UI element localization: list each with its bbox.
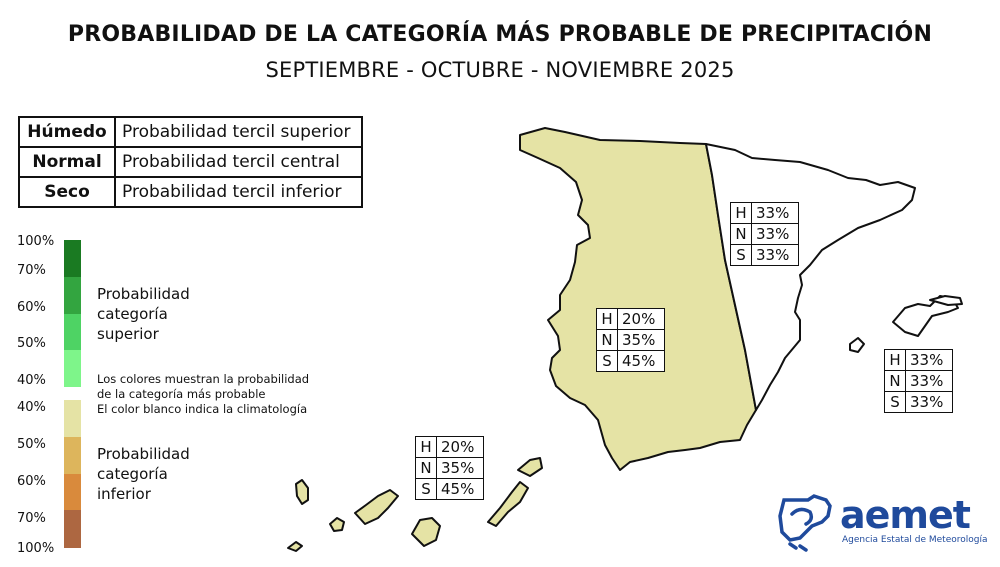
aemet-logo-subtitle: Agencia Estatal de Meteorología [842,535,988,545]
prob-value: 35% [436,457,484,479]
probability-box-west: H 20% N 35% S 45% [596,308,665,372]
prob-value: 35% [617,329,665,351]
scale-label: 50% [17,336,46,351]
island-la-palma [295,479,309,505]
scale-swatch-lower-40-50 [64,400,81,437]
prob-row: H 20% [596,308,665,330]
island-ibiza [849,337,865,353]
lower-category-title-line: Probabilidad [97,445,190,463]
island-lanzarote [517,457,543,477]
prob-key: H [415,436,437,458]
scale-label: 60% [17,474,46,489]
scale-swatch-upper-40-50 [64,350,81,387]
prob-row: H 20% [415,436,484,458]
prob-value: 20% [617,308,665,330]
prob-row: N 33% [730,223,799,245]
island-el-hierro [287,541,303,552]
probability-box-northeast: H 33% N 33% S 33% [730,202,799,266]
upper-category-title-line: superior [97,325,159,343]
prob-key: S [884,391,906,413]
scale-label: 70% [17,511,46,526]
color-note-line: de la categoría más probable [97,387,266,401]
scale-label: 50% [17,437,46,452]
island-mallorca [892,295,959,337]
scale-label: 100% [17,541,55,556]
map-subtitle: SEPTIEMBRE - OCTUBRE - NOVIEMBRE 2025 [265,58,735,82]
prob-value: 33% [751,244,799,266]
island-menorca [929,295,963,306]
color-note-line: El color blanco indica la climatología [97,402,308,416]
scale-swatch-lower-70-100 [64,510,81,548]
category-legend-table: Húmedo Probabilidad tercil superior Norm… [18,116,363,208]
prob-value: 20% [436,436,484,458]
legend-description: Probabilidad tercil superior [114,116,363,148]
prob-row: N 35% [596,329,665,351]
upper-category-title-line: categoría [97,305,168,323]
prob-value: 33% [905,370,953,392]
scale-label: 60% [17,300,46,315]
prob-key: S [596,350,618,372]
prob-key: N [596,329,618,351]
scale-label: 70% [17,263,46,278]
prob-row: S 45% [596,350,665,372]
scale-label: 40% [17,373,46,388]
island-tenerife [354,489,399,525]
legend-row-humedo: Húmedo Probabilidad tercil superior [18,116,363,148]
map-title: PROBABILIDAD DE LA CATEGORÍA MÁS PROBABL… [67,22,933,47]
prob-key: H [884,349,906,371]
prob-value: 33% [905,391,953,413]
legend-category: Normal [18,146,116,178]
color-note-line: Los colores muestran la probabilidad [97,372,310,386]
scale-swatch-upper-60-70 [64,277,81,314]
lower-category-title: Probabilidad categoría inferior [97,444,190,504]
scale-label: 100% [17,234,55,249]
legend-description: Probabilidad tercil central [114,146,363,178]
prob-key: H [596,308,618,330]
legend-category: Seco [18,176,116,208]
prob-value: 45% [617,350,665,372]
prob-row: S 45% [415,478,484,500]
scale-swatch-lower-50-60 [64,437,81,474]
prob-row: N 33% [884,370,953,392]
island-la-gomera [329,517,345,532]
prob-value: 33% [905,349,953,371]
upper-category-title-line: Probabilidad [97,285,190,303]
lower-category-title-line: inferior [97,485,151,503]
prob-key: S [730,244,752,266]
prob-key: N [415,457,437,479]
prob-value: 33% [751,223,799,245]
prob-row: N 35% [415,457,484,479]
prob-row: H 33% [884,349,953,371]
probability-box-canary: H 20% N 35% S 45% [415,436,484,500]
legend-category: Húmedo [18,116,116,148]
prob-row: S 33% [730,244,799,266]
prob-row: S 33% [884,391,953,413]
island-gran-canaria [411,517,441,547]
legend-row-seco: Seco Probabilidad tercil inferior [18,176,363,208]
scale-swatch-lower-60-70 [64,474,81,510]
island-fuerteventura [487,481,529,527]
prob-key: N [884,370,906,392]
prob-key: H [730,202,752,224]
prob-key: N [730,223,752,245]
legend-row-normal: Normal Probabilidad tercil central [18,146,363,178]
scale-swatch-upper-70-100 [64,240,81,277]
probability-box-balearic: H 33% N 33% S 33% [884,349,953,413]
aemet-logo-word: aemet [840,493,971,537]
aemet-logo-icon [778,494,832,552]
prob-row: H 33% [730,202,799,224]
aemet-logo: aemet Agencia Estatal de Meteorología [778,493,988,550]
scale-label: 40% [17,400,46,415]
prob-key: S [415,478,437,500]
legend-description: Probabilidad tercil inferior [114,176,363,208]
scale-swatch-upper-50-60 [64,314,81,350]
color-note: Los colores muestran la probabilidad de … [97,372,309,417]
prob-value: 33% [751,202,799,224]
upper-category-title: Probabilidad categoría superior [97,284,190,344]
prob-value: 45% [436,478,484,500]
lower-category-title-line: categoría [97,465,168,483]
